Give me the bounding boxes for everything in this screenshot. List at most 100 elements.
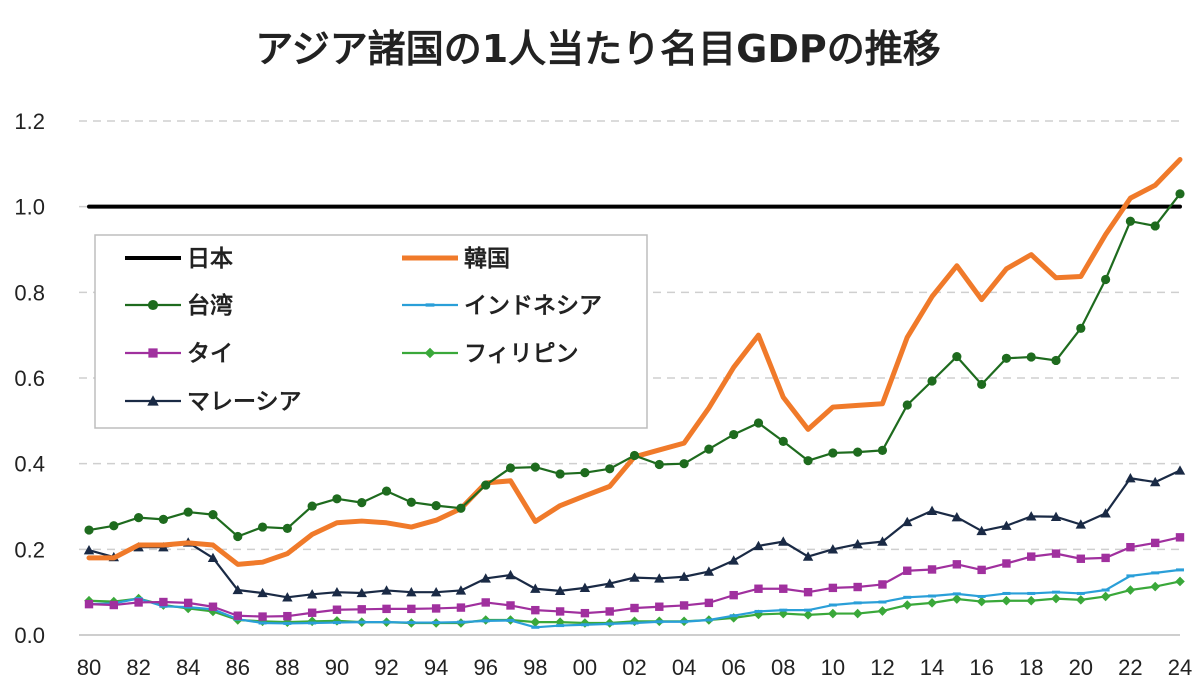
data-point (1076, 554, 1086, 563)
data-point (630, 621, 639, 625)
data-point (332, 621, 341, 625)
data-point (853, 582, 862, 592)
data-point (729, 590, 738, 600)
data-point (207, 552, 219, 563)
legend-item: 日本 (125, 246, 233, 272)
x-tick-label: 80 (77, 655, 101, 680)
data-point (147, 299, 159, 311)
data-point (356, 587, 367, 598)
x-tick-label: 12 (870, 655, 894, 680)
data-point (456, 503, 466, 513)
data-point (184, 605, 193, 609)
data-point (828, 608, 838, 619)
data-point (307, 501, 317, 511)
data-point (853, 447, 863, 457)
data-point (852, 608, 863, 619)
legend-item: インドネシア (402, 293, 602, 319)
data-point (1075, 519, 1087, 529)
data-point (1175, 533, 1185, 542)
data-point (853, 601, 862, 605)
data-point (308, 621, 317, 625)
x-tick-label: 04 (672, 655, 696, 680)
legend-item: 台湾 (125, 292, 233, 319)
data-point (1027, 591, 1036, 595)
data-point (704, 444, 714, 454)
legend-item: フィリピン (402, 341, 579, 367)
data-point (381, 585, 392, 595)
data-point (1002, 591, 1011, 595)
legend-label: 日本 (187, 246, 233, 272)
data-point (505, 569, 516, 580)
data-point (430, 586, 442, 597)
data-point (1050, 511, 1062, 521)
x-tick-label: 84 (176, 655, 200, 680)
data-point (655, 620, 664, 624)
y-axis: 0.0 0.2 0.4 0.6 0.8 1.0 1.2 (14, 109, 45, 648)
data-point (531, 625, 540, 629)
data-point (927, 565, 937, 574)
data-point (381, 486, 392, 496)
data-point (233, 531, 243, 542)
data-point (580, 618, 590, 628)
data-point (1027, 552, 1036, 561)
data-point (432, 621, 441, 625)
data-point (555, 607, 565, 616)
data-point (1125, 473, 1136, 483)
data-point (605, 464, 615, 474)
data-point (357, 620, 366, 624)
data-point (903, 566, 912, 575)
data-point (877, 606, 888, 616)
data-point (1151, 571, 1160, 575)
data-point (431, 604, 441, 613)
data-point (183, 507, 193, 517)
data-point (1001, 595, 1012, 606)
data-point (530, 583, 541, 593)
data-point (828, 583, 838, 593)
legend-label: マレーシア (187, 389, 302, 415)
data-point (407, 621, 416, 625)
x-tick-label: 88 (275, 655, 299, 680)
data-point (183, 598, 193, 608)
data-point (827, 544, 839, 554)
data-point (976, 596, 987, 607)
data-point (406, 497, 416, 507)
data-point (480, 573, 491, 583)
x-tick-label: 08 (771, 655, 795, 680)
x-tick-label: 02 (622, 655, 646, 680)
data-point (1101, 553, 1110, 563)
data-point (1150, 476, 1161, 487)
legend-label: 韓国 (464, 245, 510, 272)
legend-label: フィリピン (464, 341, 579, 367)
legend-item: マレーシア (125, 389, 302, 415)
data-point (1101, 274, 1111, 285)
x-tick-label: 06 (721, 655, 745, 680)
data-point (952, 594, 962, 604)
data-point (927, 376, 937, 386)
data-point (902, 400, 912, 410)
x-tick-label: 92 (374, 655, 398, 680)
data-point (902, 516, 913, 527)
legend-label: 台湾 (187, 292, 233, 319)
x-tick-label: 98 (523, 655, 547, 680)
data-point (828, 448, 838, 458)
data-point (803, 587, 813, 597)
data-point (926, 505, 938, 515)
legend-label: インドネシア (464, 293, 602, 319)
x-tick-label: 90 (325, 655, 349, 680)
data-point (530, 617, 541, 627)
data-point (208, 602, 218, 611)
y-tick-label: 0.4 (14, 452, 45, 477)
data-point (952, 351, 962, 362)
data-point (878, 580, 887, 589)
data-point (505, 463, 516, 473)
data-point (977, 565, 986, 575)
data-point (629, 616, 640, 627)
data-point (382, 604, 391, 614)
series-lines (83, 157, 1186, 629)
data-point (530, 462, 540, 472)
data-point (704, 618, 713, 622)
data-point (556, 624, 565, 628)
data-point (580, 608, 590, 618)
data-point (84, 599, 94, 609)
